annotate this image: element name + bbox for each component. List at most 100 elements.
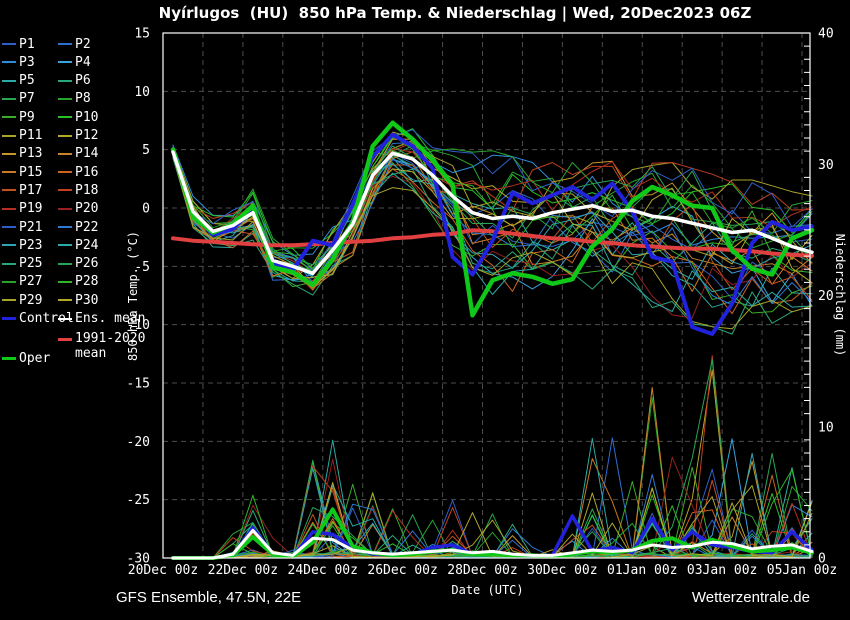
main-series (170, 120, 815, 560)
legend-item-p23: P23 (2, 237, 42, 253)
legend-swatch (2, 189, 16, 192)
legend: P1 P2 P3 P4 P5 P6 P7 P8 P9 P10 P11 P12 P13 P14 P15 P16 P… (0, 0, 160, 470)
legend-item-p16: P16 (58, 164, 98, 180)
series-control-temp (171, 132, 814, 336)
legend-swatch (58, 207, 72, 210)
legend-item-control: Control (2, 311, 74, 327)
legend-item-p21: P21 (2, 219, 42, 235)
precip-tick-label: 20 (818, 289, 834, 304)
legend-item-p9: P9 (2, 109, 35, 125)
precip-tick-label: 10 (818, 420, 834, 435)
x-tick-label: 01Jan 00z (607, 563, 677, 578)
temp-tick-label: -20 (127, 435, 150, 450)
series-P26-precip (172, 359, 813, 559)
series-clim-temp (171, 228, 814, 258)
legend-item-p25: P25 (2, 256, 42, 272)
legend-label: P6 (75, 73, 91, 89)
legend-label: P24 (75, 237, 99, 253)
legend-label: P29 (19, 292, 43, 308)
legend-item-p7: P7 (2, 91, 35, 107)
legend-item-p5: P5 (2, 73, 35, 89)
legend-label: mean (75, 346, 107, 361)
legend-item-p20: P20 (58, 201, 98, 217)
legend-swatch (58, 97, 72, 100)
precip-minor-ticks (804, 45, 810, 546)
legend-item-ens-mean: Ens. mean (58, 311, 145, 327)
legend-swatch (2, 171, 16, 174)
legend-item-p4: P4 (58, 54, 91, 70)
ensemble-members (172, 128, 813, 559)
x-tick-label: 22Dec 00z (208, 563, 278, 578)
legend-item-oper: Oper (2, 350, 50, 366)
legend-label: Ens. mean (75, 311, 146, 326)
x-tick-label: 05Jan 00z (767, 563, 837, 578)
series-P6-temp (172, 155, 813, 335)
legend-label: 1991-2020 (75, 331, 146, 346)
legend-label: P26 (75, 256, 99, 272)
legend-swatch (2, 280, 16, 283)
legend-swatch (58, 262, 72, 265)
temp-tick-label: -25 (127, 493, 150, 508)
legend-label: P3 (19, 54, 35, 70)
legend-item-p10: P10 (58, 109, 98, 125)
legend-label: P18 (75, 182, 99, 198)
legend-label: P11 (19, 128, 43, 143)
legend-item-p17: P17 (2, 182, 42, 198)
legend-label: P7 (19, 91, 35, 107)
precip-tick-label: 0 (818, 552, 826, 567)
footer-site: Wetterzentrale.de (691, 589, 810, 606)
legend-swatch (58, 280, 72, 283)
legend-swatch (58, 79, 72, 82)
legend-swatch (58, 299, 72, 302)
legend-swatch (58, 134, 72, 137)
temp-tick-label: -5 (134, 260, 150, 275)
legend-label: P30 (75, 292, 99, 308)
legend-swatch (58, 152, 72, 155)
legend-item-p14: P14 (58, 146, 98, 162)
series-P25-temp (172, 152, 813, 276)
legend-item-p24: P24 (58, 237, 98, 253)
date-axis-title: Date (UTC) (451, 583, 524, 597)
legend-swatch (58, 171, 72, 174)
legend-label: P1 (19, 36, 35, 52)
legend-label: Control (19, 311, 74, 326)
temp-axis-title: 850 hPa Temp. (°C) (126, 230, 140, 362)
series-P2-temp (172, 142, 813, 281)
legend-label: P25 (19, 256, 43, 272)
legend-label: P15 (19, 164, 43, 180)
x-tick-label: 20Dec 00z (128, 563, 198, 578)
legend-swatch (58, 244, 72, 247)
legend-swatch (2, 116, 16, 119)
legend-label: P23 (19, 237, 43, 253)
legend-swatch (2, 262, 16, 265)
chart-title: Nyírlugos (HU) 850 hPa Temp. & Niedersch… (158, 4, 752, 22)
legend-item-1991-2020-mean: 1991-2020 mean (58, 331, 146, 361)
legend-swatch (58, 317, 72, 320)
legend-label: P4 (75, 54, 91, 70)
temp-tick-label: -30 (127, 552, 150, 567)
legend-item-p12: P12 (58, 128, 98, 144)
temp-tick-label: -10 (127, 318, 150, 333)
legend-label: P17 (19, 182, 43, 198)
legend-label: P10 (75, 109, 99, 125)
legend-item-p28: P28 (58, 274, 98, 290)
series-P1-temp (172, 152, 813, 300)
legend-label: P14 (75, 146, 99, 162)
series-P8-precip (172, 397, 813, 559)
x-tick-label: 26Dec 00z (367, 563, 437, 578)
legend-item-p8: P8 (58, 91, 91, 107)
legend-item-p1: P1 (2, 36, 35, 52)
legend-item-p2: P2 (58, 36, 91, 52)
x-tick-label: 30Dec 00z (527, 563, 597, 578)
legend-swatch (2, 134, 16, 137)
legend-swatch (2, 152, 16, 155)
legend-label: P8 (75, 91, 91, 107)
legend-label: P20 (75, 201, 99, 217)
plot-border (162, 32, 811, 559)
legend-item-p29: P29 (2, 292, 42, 308)
tick-labels: 15 10 5 0 -5 -10 -15 -20 -25 -30 40 30 20 10 0 20Dec 00… (127, 27, 838, 579)
series-P21-temp (172, 129, 813, 271)
series-P28-temp (172, 134, 813, 274)
legend-swatch (58, 61, 72, 64)
series-P16-temp (172, 155, 813, 315)
